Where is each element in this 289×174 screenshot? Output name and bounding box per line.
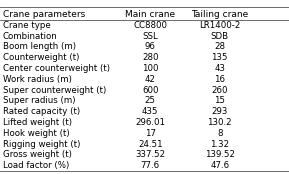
Text: SDB: SDB xyxy=(211,32,229,41)
Text: Main crane: Main crane xyxy=(125,10,175,19)
Text: Gross weight (t): Gross weight (t) xyxy=(3,150,72,159)
Text: Super counterweight (t): Super counterweight (t) xyxy=(3,86,106,95)
Text: 135: 135 xyxy=(211,53,228,62)
Text: Combination: Combination xyxy=(3,32,58,41)
Text: Counterweight (t): Counterweight (t) xyxy=(3,53,79,62)
Text: Load factor (%): Load factor (%) xyxy=(3,161,69,170)
Text: 16: 16 xyxy=(214,75,225,84)
Text: CC8800: CC8800 xyxy=(133,21,167,30)
Text: Rated capacity (t): Rated capacity (t) xyxy=(3,107,80,116)
Text: 25: 25 xyxy=(145,96,156,105)
Text: 28: 28 xyxy=(214,42,225,52)
Text: 337.52: 337.52 xyxy=(135,150,165,159)
Text: 1.32: 1.32 xyxy=(210,140,229,149)
Text: 130.2: 130.2 xyxy=(207,118,232,127)
Text: 8: 8 xyxy=(217,129,223,138)
Text: Lifted weight (t): Lifted weight (t) xyxy=(3,118,72,127)
Text: Crane type: Crane type xyxy=(3,21,51,30)
Text: 43: 43 xyxy=(214,64,225,73)
Text: Work radius (m): Work radius (m) xyxy=(3,75,72,84)
Text: 77.6: 77.6 xyxy=(141,161,160,170)
Text: Super radius (m): Super radius (m) xyxy=(3,96,75,105)
Text: LR1400-2: LR1400-2 xyxy=(199,21,240,30)
Text: 293: 293 xyxy=(212,107,228,116)
Text: 17: 17 xyxy=(145,129,156,138)
Text: 260: 260 xyxy=(211,86,228,95)
Text: 47.6: 47.6 xyxy=(210,161,229,170)
Text: 296.01: 296.01 xyxy=(135,118,165,127)
Text: Hook weight (t): Hook weight (t) xyxy=(3,129,70,138)
Text: 139.52: 139.52 xyxy=(205,150,235,159)
Text: 24.51: 24.51 xyxy=(138,140,163,149)
Text: 15: 15 xyxy=(214,96,225,105)
Text: 42: 42 xyxy=(145,75,156,84)
Text: Boom length (m): Boom length (m) xyxy=(3,42,76,52)
Text: 600: 600 xyxy=(142,86,159,95)
Text: 96: 96 xyxy=(145,42,156,52)
Text: Center counterweight (t): Center counterweight (t) xyxy=(3,64,110,73)
Text: 435: 435 xyxy=(142,107,159,116)
Text: Rigging weight (t): Rigging weight (t) xyxy=(3,140,80,149)
Text: Crane parameters: Crane parameters xyxy=(3,10,85,19)
Text: SSL: SSL xyxy=(142,32,158,41)
Text: 100: 100 xyxy=(142,64,159,73)
Text: 280: 280 xyxy=(142,53,159,62)
Text: Tailing crane: Tailing crane xyxy=(191,10,248,19)
